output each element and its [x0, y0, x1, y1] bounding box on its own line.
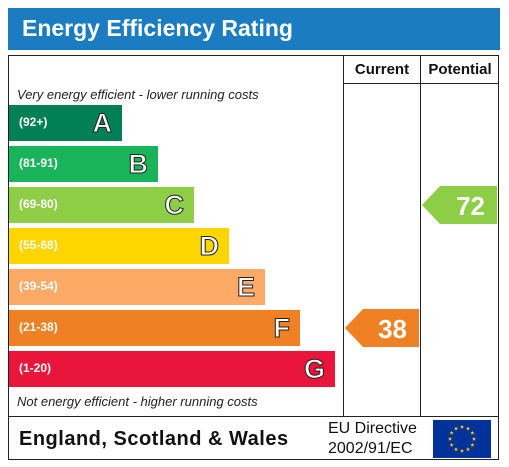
eu-star-icon	[449, 430, 454, 435]
band-f: (21-38) F	[9, 310, 300, 346]
band-b: (81-91) B	[9, 146, 158, 182]
eu-star-icon	[447, 436, 453, 441]
top-note: Very energy efficient - lower running co…	[17, 87, 259, 102]
eu-star-icon	[471, 436, 477, 441]
current-rating-arrow: 38	[345, 309, 419, 347]
eu-star-icon	[449, 442, 454, 447]
eu-directive: EU Directive 2002/91/EC	[328, 419, 417, 459]
eu-star-icon	[459, 424, 465, 429]
eu-star-icon	[459, 448, 465, 453]
band-letter: A	[92, 108, 112, 139]
current-column-divider	[343, 56, 344, 416]
eu-star-icon	[453, 426, 459, 431]
header-divider	[344, 83, 499, 84]
eu-star-icon	[470, 430, 475, 435]
potential-column-divider	[420, 56, 421, 416]
footer-divider	[9, 416, 498, 417]
footer-region: England, Scotland & Wales	[19, 428, 289, 450]
band-letter: G	[303, 354, 325, 385]
potential-rating-value: 72	[456, 191, 485, 221]
band-range: (21-38)	[19, 320, 58, 334]
current-column-header: Current	[354, 61, 410, 78]
band-range: (55-68)	[19, 238, 58, 252]
band-e: (39-54) E	[9, 269, 265, 305]
potential-column-header: Potential	[428, 61, 492, 78]
band-range: (92+)	[19, 115, 48, 129]
potential-arrow-shape	[422, 186, 497, 224]
eu-star-icon	[465, 447, 471, 452]
band-range: (81-91)	[19, 156, 58, 170]
rating-frame: Current Potential Very energy efficient …	[8, 55, 499, 460]
title-bar: Energy Efficiency Rating	[8, 8, 500, 50]
band-c: (69-80) C	[9, 187, 194, 223]
eu-directive-line1: EU Directive	[328, 420, 417, 437]
eu-star-icon	[453, 447, 459, 452]
bottom-note: Not energy efficient - higher running co…	[17, 394, 258, 409]
band-letter: E	[236, 272, 255, 303]
current-arrow-shape	[345, 309, 419, 347]
band-range: (1-20)	[19, 361, 52, 375]
eu-directive-line2: 2002/91/EC	[328, 440, 413, 457]
band-letter: C	[164, 190, 184, 221]
band-letter: F	[273, 313, 290, 344]
band-g: (1-20) G	[9, 351, 335, 387]
potential-rating-arrow: 72	[422, 186, 497, 224]
page-title: Energy Efficiency Rating	[22, 15, 293, 41]
eu-star-icon	[470, 442, 475, 447]
band-range: (69-80)	[19, 197, 58, 211]
band-range: (39-54)	[19, 279, 58, 293]
band-a: (92+) A	[9, 105, 122, 141]
eu-star-icon	[465, 426, 471, 431]
band-letter: D	[199, 231, 219, 262]
current-rating-value: 38	[378, 314, 407, 344]
band-letter: B	[128, 149, 148, 180]
band-d: (55-68) D	[9, 228, 229, 264]
eu-flag-icon	[433, 420, 491, 458]
